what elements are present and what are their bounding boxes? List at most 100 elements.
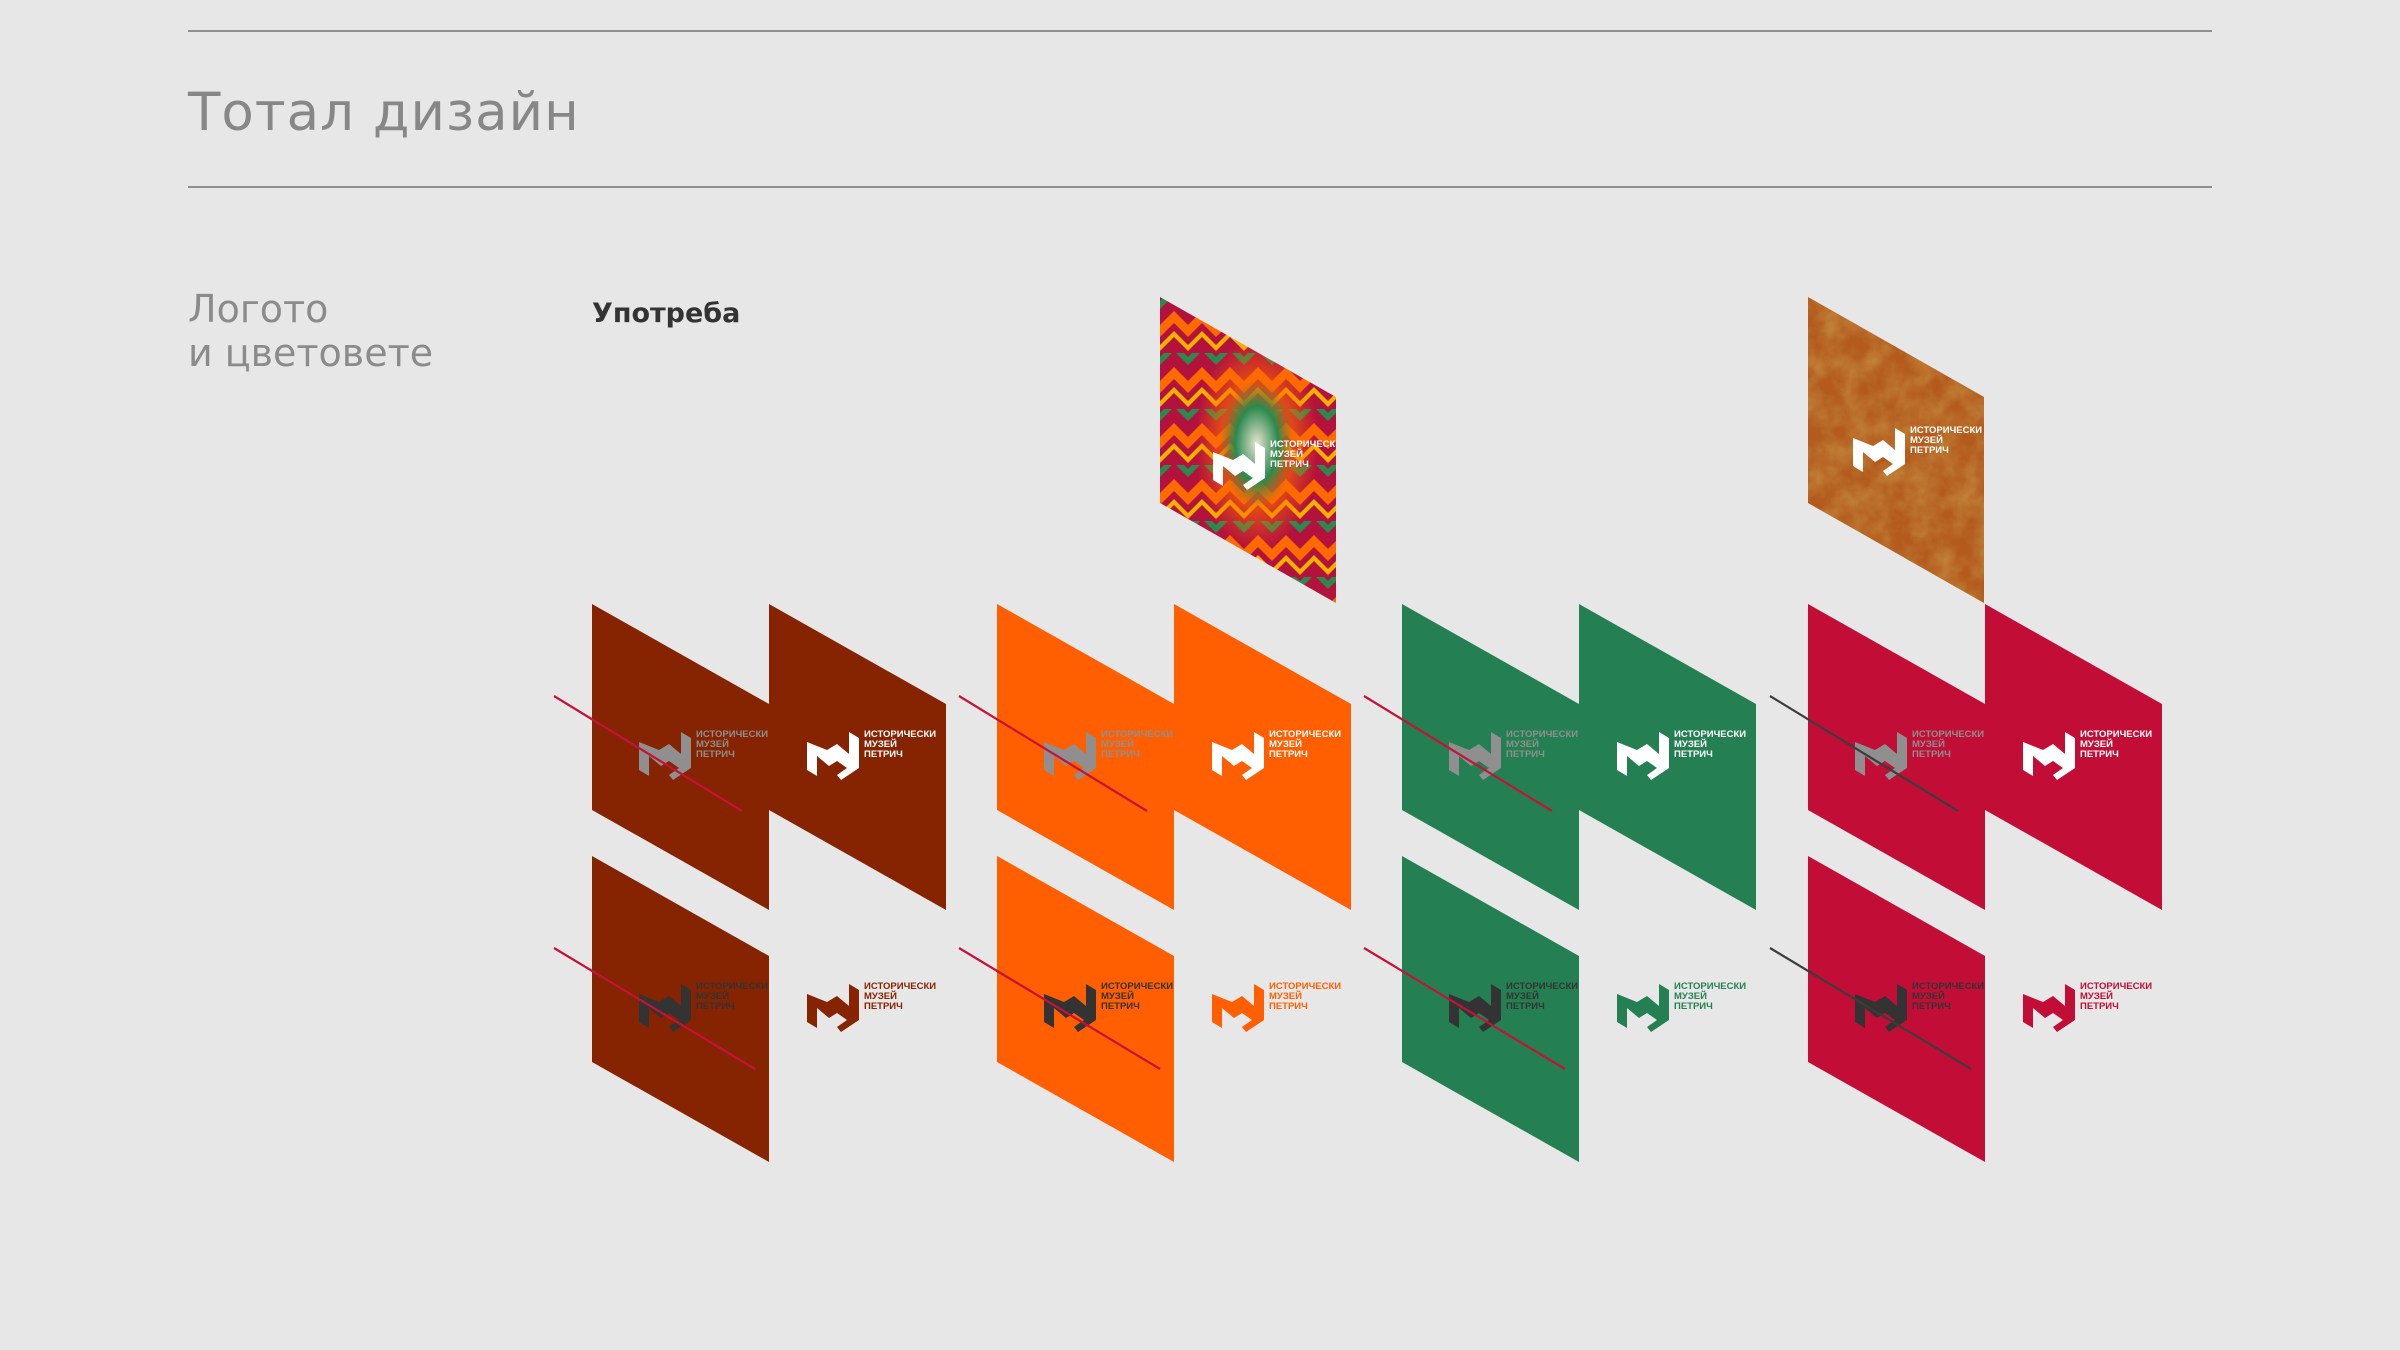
logo-text-line-3: ПЕТРИЧ [1506, 749, 1545, 760]
logo-text-line-3: ПЕТРИЧ [2080, 749, 2119, 760]
logo-text-line-3: ПЕТРИЧ [1912, 1001, 1951, 1012]
strike-line-bottom-brown [553, 947, 756, 1070]
logo-mark-icon [639, 732, 691, 780]
logo-text-line-1: ИСТОРИЧЕСКИ [1506, 729, 1578, 740]
logo-mark-icon [1044, 984, 1096, 1032]
logo-text-line-2: МУЗЕЙ [1506, 990, 1539, 1002]
logo-mark-icon [2023, 984, 2075, 1032]
logo-mark-icon [1617, 732, 1669, 780]
logo-text-line-1: ИСТОРИЧЕСКИ [1270, 439, 1342, 450]
logo-mark-icon [1044, 732, 1096, 780]
logo-mark-icon [1213, 442, 1265, 490]
top-rule [188, 30, 2212, 32]
logo-text-line-1: ИСТОРИЧЕСКИ [2080, 981, 2152, 992]
logo-text-line-1: ИСТОРИЧЕСКИ [1101, 729, 1173, 740]
strike-line-brown [553, 695, 743, 812]
logo-mark-icon [1855, 732, 1907, 780]
logo-text-line-1: ИСТОРИЧЕСКИ [2080, 729, 2152, 740]
logo-text-line-3: ПЕТРИЧ [1674, 749, 1713, 760]
logo-text-line-2: МУЗЕЙ [864, 990, 897, 1002]
logo-text-line-3: ПЕТРИЧ [2080, 1001, 2119, 1012]
header-rule [188, 186, 2212, 188]
usage-label: Употреба [592, 298, 741, 329]
logo-text-line-3: ПЕТРИЧ [696, 749, 735, 760]
logo-text-line-3: ПЕТРИЧ [1674, 1001, 1713, 1012]
logo-mark-icon [807, 732, 859, 780]
logo-text-line-1: ИСТОРИЧЕСКИ [864, 981, 936, 992]
logo-mark-icon [639, 984, 691, 1032]
logo-text-line-3: ПЕТРИЧ [1910, 445, 1949, 456]
logo-text-line-2: МУЗЕЙ [1910, 434, 1943, 446]
logo-text-line-1: ИСТОРИЧЕСКИ [696, 729, 768, 740]
logo-text-line-2: МУЗЕЙ [696, 990, 729, 1002]
section-title-line-2: и цветовете [188, 331, 434, 375]
logo-text-line-2: МУЗЕЙ [1270, 448, 1303, 460]
logo-text-line-2: МУЗЕЙ [864, 738, 897, 750]
logo-text-line-3: ПЕТРИЧ [1506, 1001, 1545, 1012]
logo-text-line-3: ПЕТРИЧ [864, 749, 903, 760]
logo-mark-icon [1212, 732, 1264, 780]
logo-text-line-1: ИСТОРИЧЕСКИ [696, 981, 768, 992]
logo-text-line-2: МУЗЕЙ [1269, 990, 1302, 1002]
logo-text-line-3: ПЕТРИЧ [1269, 749, 1308, 760]
logo-text-line-2: МУЗЕЙ [1269, 738, 1302, 750]
logo-mark-icon [807, 984, 859, 1032]
logo-text-line-2: МУЗЕЙ [1674, 738, 1707, 750]
strike-line-bottom-red [1769, 947, 1972, 1070]
color-group-red: ИСТОРИЧЕСКИМУЗЕЙПЕТРИЧИСТОРИЧЕСКИМУЗЕЙПЕ… [1769, 604, 2162, 1162]
logo-text-line-2: МУЗЕЙ [1912, 738, 1945, 750]
logo-text-line-3: ПЕТРИЧ [1912, 749, 1951, 760]
strike-line-bottom-orange [958, 947, 1161, 1070]
color-group-green: ИСТОРИЧЕСКИМУЗЕЙПЕТРИЧИСТОРИЧЕСКИМУЗЕЙПЕ… [1363, 604, 1756, 1162]
logo-text-line-3: ПЕТРИЧ [696, 1001, 735, 1012]
logo-mark-icon [1855, 984, 1907, 1032]
logo-text-line-2: МУЗЕЙ [696, 738, 729, 750]
logo-mark-icon [1853, 428, 1905, 476]
logo-mark-icon [1449, 984, 1501, 1032]
section-title-line-1: Логото [188, 287, 329, 331]
logo-text-line-1: ИСТОРИЧЕСКИ [1912, 981, 1984, 992]
logo-mark-icon [2023, 732, 2075, 780]
logo-mark-icon [1212, 984, 1264, 1032]
logo-text-line-1: ИСТОРИЧЕСКИ [864, 729, 936, 740]
logo-text-line-1: ИСТОРИЧЕСКИ [1269, 729, 1341, 740]
logo-text-line-2: МУЗЕЙ [2080, 738, 2113, 750]
logo-text-line-3: ПЕТРИЧ [1269, 1001, 1308, 1012]
color-group-brown: ИСТОРИЧЕСКИМУЗЕЙПЕТРИЧИСТОРИЧЕСКИМУЗЕЙПЕ… [553, 604, 946, 1162]
logo-text-line-1: ИСТОРИЧЕСКИ [1101, 981, 1173, 992]
logo-text-line-1: ИСТОРИЧЕСКИ [1674, 981, 1746, 992]
logo-text-line-3: ПЕТРИЧ [1270, 459, 1309, 470]
logo-text-line-1: ИСТОРИЧЕСКИ [1910, 425, 1982, 436]
logo-text-line-2: МУЗЕЙ [2080, 990, 2113, 1002]
page-title: Тотал дизайн [188, 82, 580, 143]
logo-text-line-3: ПЕТРИЧ [864, 1001, 903, 1012]
color-group-orange: ИСТОРИЧЕСКИМУЗЕЙПЕТРИЧИСТОРИЧЕСКИМУЗЕЙПЕ… [958, 604, 1351, 1162]
logo-text-line-2: МУЗЕЙ [1506, 738, 1539, 750]
strike-line-bottom-green [1363, 947, 1566, 1070]
logo-text-line-3: ПЕТРИЧ [1101, 1001, 1140, 1012]
logo-text-line-1: ИСТОРИЧЕСКИ [1674, 729, 1746, 740]
logo-text-line-2: МУЗЕЙ [1674, 990, 1707, 1002]
strike-line-green [1363, 695, 1553, 812]
section-title: Логото и цветовете [188, 287, 433, 375]
strike-line-orange [958, 695, 1148, 812]
logo-text-line-2: МУЗЕЙ [1912, 990, 1945, 1002]
